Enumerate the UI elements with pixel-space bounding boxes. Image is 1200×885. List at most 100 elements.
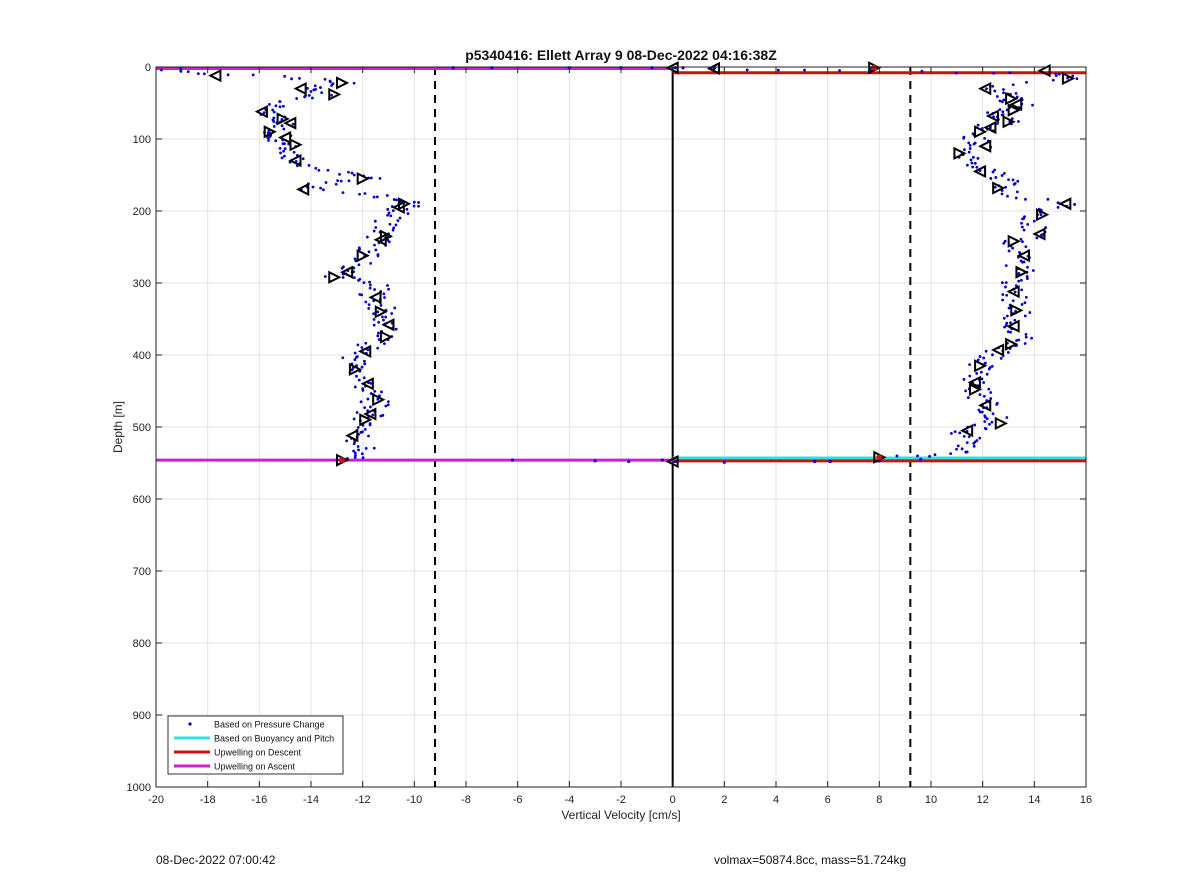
x-tick-label: 16 <box>1080 794 1092 806</box>
profile-marker <box>974 125 988 139</box>
pressure-change-point <box>367 303 371 307</box>
pressure-change-point <box>371 413 375 417</box>
pressure-change-point <box>1000 281 1004 285</box>
pressure-change-point <box>964 389 968 393</box>
pressure-change-point <box>976 358 980 362</box>
pressure-change-point <box>282 127 286 131</box>
pressure-change-point <box>354 356 358 359</box>
pressure-change-point <box>311 185 315 189</box>
pressure-change-point <box>1054 74 1058 78</box>
pressure-change-point <box>1005 321 1009 325</box>
pressure-change-point <box>1001 110 1005 114</box>
pressure-change-point <box>376 254 380 258</box>
profile-marker <box>263 125 277 139</box>
pressure-change-point <box>364 341 368 345</box>
pressure-change-point <box>813 459 817 464</box>
legend: Based on Pressure Change Based on Buoyanc… <box>167 715 344 775</box>
y-tick-label: 600 <box>133 494 151 506</box>
pressure-change-point <box>1006 330 1010 334</box>
pressure-change-point <box>973 423 977 427</box>
pressure-change-point <box>406 212 410 215</box>
pressure-change-point <box>412 204 416 208</box>
pressure-change-point <box>969 158 973 162</box>
profile-marker <box>983 120 997 135</box>
pressure-change-point <box>920 69 924 73</box>
pressure-change-point <box>328 79 332 83</box>
pressure-change-point <box>996 122 999 125</box>
pressure-change-point <box>975 372 979 375</box>
profile-marker <box>208 69 222 83</box>
pressure-change-point <box>1023 314 1027 318</box>
pressure-change-point <box>267 139 270 142</box>
profile-marker <box>1016 249 1030 263</box>
pressure-change-point <box>376 334 380 338</box>
pressure-change-point <box>386 238 390 242</box>
pressure-change-point <box>1009 321 1012 325</box>
pressure-change-point <box>1002 98 1006 102</box>
pressure-change-point <box>1028 311 1032 314</box>
pressure-change-point <box>283 142 286 146</box>
pressure-change-point <box>353 451 357 455</box>
pressure-change-point <box>987 387 991 391</box>
pressure-change-point <box>363 192 367 195</box>
pressure-change-point <box>374 248 378 252</box>
pressure-change-point <box>995 95 999 98</box>
pressure-change-point <box>1020 221 1023 225</box>
pressure-change-point <box>976 156 980 160</box>
pressure-change-point <box>251 73 255 77</box>
pressure-change-point <box>1005 416 1009 419</box>
pressure-change-point <box>627 459 631 464</box>
pressure-change-point <box>283 154 286 158</box>
pressure-change-point <box>1003 325 1006 329</box>
pressure-change-point <box>1024 332 1028 336</box>
pressure-change-point <box>387 211 391 215</box>
pressure-change-point <box>1031 269 1035 272</box>
pressure-change-point <box>283 74 287 78</box>
pressure-change-point <box>1017 120 1020 123</box>
pressure-change-point <box>369 261 373 265</box>
pressure-change-point <box>928 454 931 458</box>
profile-marker <box>1005 92 1019 106</box>
pressure-change-point <box>369 176 373 180</box>
profile-marker <box>345 429 359 443</box>
pressure-change-point <box>278 100 282 103</box>
pressure-change-point <box>376 331 380 335</box>
pressure-change-point <box>1014 284 1018 288</box>
pressure-change-point <box>382 318 385 322</box>
pressure-change-point <box>955 447 958 451</box>
pressure-change-point <box>386 207 390 211</box>
pressure-change-point <box>776 68 780 72</box>
x-tick-label: -2 <box>616 794 626 806</box>
pressure-change-point <box>1002 241 1006 245</box>
pressure-change-point <box>1020 225 1024 229</box>
x-tick-label: -20 <box>148 794 164 806</box>
pressure-change-point <box>373 243 376 247</box>
pressure-change-point <box>963 148 966 152</box>
profile-marker <box>994 416 1008 431</box>
pressure-change-point <box>1024 295 1028 299</box>
pressure-change-point <box>347 179 351 183</box>
pressure-change-point <box>352 417 356 421</box>
x-tick-label: -6 <box>513 794 523 806</box>
pressure-change-point <box>1002 88 1005 91</box>
pressure-change-point <box>994 176 998 179</box>
y-axis-label: Depth [m] <box>111 401 125 453</box>
pressure-change-point <box>962 136 966 140</box>
pressure-change-point <box>593 459 597 463</box>
pressure-change-point <box>345 439 349 443</box>
pressure-change-point <box>1020 303 1024 306</box>
footer-info: volmax=50874.8cc, mass=51.724kg <box>714 853 907 867</box>
pressure-change-point <box>966 163 969 167</box>
pressure-change-point <box>1032 219 1036 223</box>
pressure-change-point <box>1010 117 1014 121</box>
pressure-change-point <box>992 71 996 75</box>
legend-label: Based on Buoyancy and Pitch <box>214 734 334 744</box>
pressure-change-point <box>745 68 749 72</box>
pressure-change-point <box>1005 293 1009 297</box>
pressure-change-point <box>1023 342 1027 345</box>
pressure-change-point <box>972 442 976 445</box>
pressure-change-point <box>353 456 357 459</box>
pressure-change-point <box>417 201 420 204</box>
pressure-change-point <box>1014 91 1018 95</box>
x-tick-label: 6 <box>825 794 831 806</box>
